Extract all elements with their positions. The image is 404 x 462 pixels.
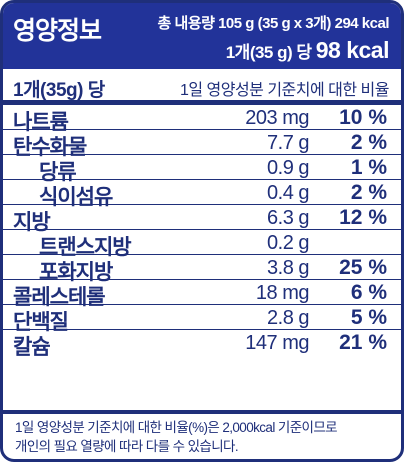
table-subheader: 1개(35g) 당 1일 영양성분 기준치에 대한 비율	[3, 69, 401, 105]
nutrient-amount: 6.3 g	[267, 207, 309, 229]
daily-value-footnote: 1일 영양성분 기준치에 대한 비율(%)은 2,000kcal 기준이므로 개…	[3, 410, 401, 456]
nutrient-amount: 18 mg	[255, 282, 310, 304]
nutrient-row-trans-fat: 트랜스지방 0.2 g	[3, 230, 401, 259]
nutrient-name: 트랜스지방	[39, 236, 132, 259]
nutrient-percent: 1 %	[350, 156, 387, 179]
nutrient-name: 식이섬유	[39, 186, 113, 209]
nutrient-name: 나트륨	[13, 111, 69, 134]
nutrient-name: 콜레스테롤	[13, 286, 106, 309]
nutrient-percent: 25 %	[339, 256, 387, 279]
nutrient-row-calcium: 칼슘 147 mg 21 %	[3, 330, 401, 359]
nutrient-amount: 0.2 g	[267, 232, 309, 254]
nutrient-percent: 2 %	[350, 131, 387, 154]
nutrient-amount: 3.8 g	[267, 257, 309, 279]
per-serving-line: 1개(35 g) 당 98 kcal	[225, 37, 390, 64]
nutrient-row-protein: 단백질 2.8 g 5 %	[3, 305, 401, 334]
serving-basis-label: 1개(35g) 당	[13, 80, 105, 101]
nutrient-amount: 203 mg	[245, 107, 309, 129]
nutrition-title: 영양정보	[13, 17, 102, 45]
nutrient-name: 단백질	[13, 311, 69, 334]
per-serving-kcal: 98 kcal	[315, 37, 390, 63]
nutrient-name: 탄수화물	[13, 136, 87, 159]
nutrient-row-saturated-fat: 포화지방 3.8 g 25 %	[3, 255, 401, 284]
per-serving-prefix: 1개(35 g) 당	[225, 43, 312, 62]
nutrient-percent: 5 %	[350, 306, 387, 329]
nutrient-row-sodium: 나트륨 203 mg 10 %	[3, 105, 401, 134]
nutrient-amount: 7.7 g	[267, 132, 309, 154]
nutrient-row-cholesterol: 콜레스테롤 18 mg 6 %	[3, 280, 401, 309]
nutrient-name: 지방	[13, 211, 51, 234]
footnote-line-2: 개인의 필요 열량에 따라 다를 수 있습니다.	[15, 439, 239, 454]
nutrient-rows: 나트륨 203 mg 10 % 탄수화물 7.7 g 2 % 당류 0.9 g …	[3, 105, 401, 359]
footnote-line-1: 1일 영양성분 기준치에 대한 비율(%)은 2,000kcal 기준이므로	[15, 420, 338, 435]
nutrient-amount: 2.8 g	[267, 307, 309, 329]
nutrient-percent: 2 %	[350, 181, 387, 204]
nutrient-row-fiber: 식이섬유 0.4 g 2 %	[3, 180, 401, 209]
nutrient-amount: 0.4 g	[267, 182, 309, 204]
nutrient-row-sugars: 당류 0.9 g 1 %	[3, 155, 401, 184]
nutrient-name: 칼슘	[13, 336, 51, 359]
daily-value-label: 1일 영양성분 기준치에 대한 비율	[179, 82, 390, 99]
nutrient-percent: 6 %	[350, 281, 387, 304]
nutrition-header: 영양정보 총 내용량 105 g (35 g x 3개) 294 kcal 1개…	[3, 3, 401, 69]
nutrient-percent: 12 %	[339, 206, 387, 229]
nutrient-amount: 147 mg	[245, 332, 309, 354]
nutrient-row-fat: 지방 6.3 g 12 %	[3, 205, 401, 234]
nutrient-name: 포화지방	[39, 261, 113, 284]
nutrient-amount: 0.9 g	[267, 157, 309, 179]
nutrient-name: 당류	[39, 161, 77, 184]
total-content-line: 총 내용량 105 g (35 g x 3개) 294 kcal	[157, 15, 390, 32]
nutrient-row-carbohydrate: 탄수화물 7.7 g 2 %	[3, 130, 401, 159]
nutrient-percent: 10 %	[339, 106, 387, 129]
nutrient-percent: 21 %	[339, 331, 387, 354]
